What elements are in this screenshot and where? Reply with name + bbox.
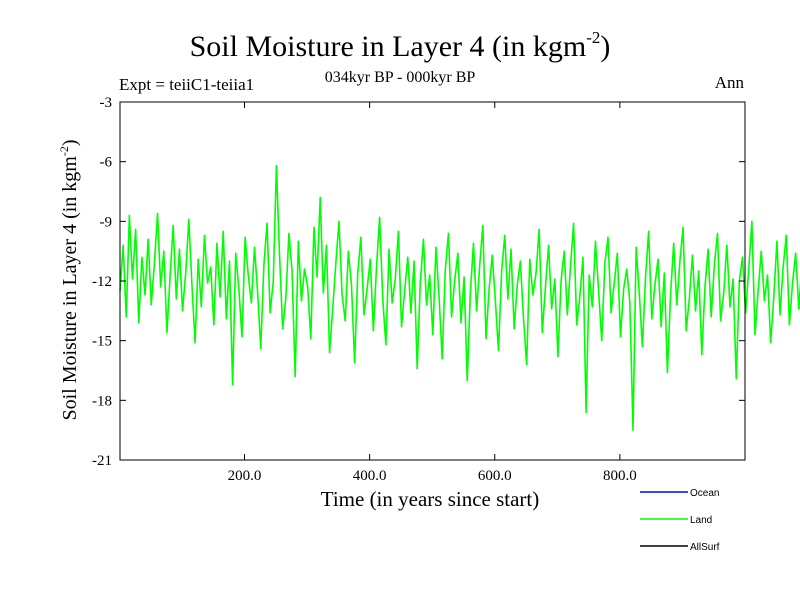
chart-title-text: Soil Moisture in Layer 4 (in kgm xyxy=(189,30,587,63)
y-axis-label: Soil Moisture in Layer 4 (in kgm-2) xyxy=(57,139,81,421)
y-tick-label: -9 xyxy=(100,214,113,230)
chart-subtitle: 034kyr BP - 000kyr BP xyxy=(324,69,476,86)
x-axis-label: Time (in years since start) xyxy=(320,487,540,511)
y-tick-label: -12 xyxy=(92,274,112,290)
y-axis-label-close: ) xyxy=(59,139,81,147)
y-tick-label: -3 xyxy=(100,95,113,111)
y-axis-label-text: Soil Moisture in Layer 4 (in kgm xyxy=(59,156,81,421)
x-tick-label: 800.0 xyxy=(603,468,637,484)
chart-title-close: ) xyxy=(600,30,611,63)
x-tick-label: 400.0 xyxy=(353,468,387,484)
chart-title: Soil Moisture in Layer 4 (in kgm-2) xyxy=(0,28,800,64)
experiment-label: Expt = teiiC1-teiia1 xyxy=(119,75,255,94)
season-label: Ann xyxy=(714,73,744,92)
y-axis-label-superscript: -2 xyxy=(57,146,71,157)
legend-label-land: Land xyxy=(690,515,712,526)
y-tick-label: -15 xyxy=(92,334,112,350)
legend-label-allsurf: AllSurf xyxy=(690,542,720,553)
y-tick-label: -18 xyxy=(92,393,112,409)
y-tick-label: -6 xyxy=(100,155,113,171)
plot-frame xyxy=(119,101,746,461)
x-tick-label: 600.0 xyxy=(478,468,512,484)
x-tick-label: 200.0 xyxy=(228,468,262,484)
ticks-group: 200.0 400.0 600.0 800.0 -3 -6 -9 -12 -15 -18 -21 xyxy=(92,95,745,484)
series-line-land xyxy=(119,164,800,431)
legend: Ocean Land AllSurf xyxy=(640,488,720,553)
chart-title-superscript: -2 xyxy=(586,28,601,47)
y-tick-label: -21 xyxy=(92,453,112,469)
legend-label-ocean: Ocean xyxy=(690,488,719,499)
series-group xyxy=(119,164,800,431)
